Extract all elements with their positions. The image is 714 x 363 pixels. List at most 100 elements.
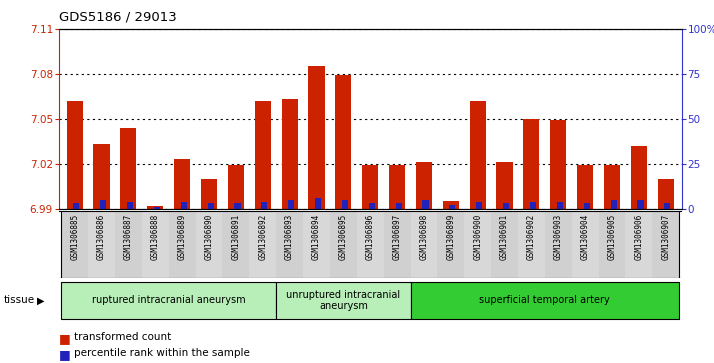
Text: GSM1306891: GSM1306891	[231, 214, 241, 260]
Bar	[169, 211, 196, 278]
Text: GSM1306888: GSM1306888	[151, 214, 160, 260]
Bar	[342, 200, 348, 209]
Bar	[276, 211, 303, 278]
Bar	[362, 165, 378, 209]
Bar	[625, 211, 653, 278]
Bar	[261, 201, 268, 209]
Bar	[476, 201, 483, 209]
Bar	[308, 66, 325, 209]
Bar	[396, 203, 402, 209]
Bar	[411, 211, 438, 278]
Bar	[577, 165, 593, 209]
Text: GSM1306886: GSM1306886	[97, 214, 106, 260]
Bar	[288, 200, 294, 209]
Bar	[315, 198, 321, 209]
Text: percentile rank within the sample: percentile rank within the sample	[74, 348, 249, 359]
Bar	[604, 165, 620, 209]
Text: ruptured intracranial aneurysm: ruptured intracranial aneurysm	[92, 295, 246, 305]
Bar	[658, 179, 674, 209]
Bar	[610, 200, 617, 209]
Bar	[228, 165, 244, 209]
Bar	[74, 203, 79, 209]
Bar	[201, 179, 217, 209]
Bar	[470, 101, 486, 209]
Bar	[100, 200, 106, 209]
Bar	[653, 211, 679, 278]
Bar	[545, 211, 572, 278]
Text: GSM1306885: GSM1306885	[70, 214, 79, 260]
Bar	[383, 211, 411, 278]
Bar	[181, 201, 187, 209]
Bar	[281, 99, 298, 209]
Text: ■: ■	[59, 332, 70, 345]
Bar	[336, 76, 351, 209]
Bar	[664, 203, 670, 209]
Bar	[121, 128, 136, 209]
Text: GSM1306901: GSM1306901	[500, 214, 509, 260]
Bar	[196, 211, 223, 278]
Text: GSM1306900: GSM1306900	[473, 214, 482, 260]
Bar	[523, 119, 540, 209]
Bar	[303, 211, 330, 278]
Bar	[491, 211, 518, 278]
Bar	[368, 203, 375, 209]
Text: GSM1306904: GSM1306904	[580, 214, 590, 260]
Text: GSM1306905: GSM1306905	[608, 214, 616, 260]
Text: ■: ■	[59, 348, 70, 362]
Text: transformed count: transformed count	[74, 332, 171, 342]
Text: GSM1306895: GSM1306895	[339, 214, 348, 260]
Bar	[255, 101, 271, 209]
Bar	[88, 211, 115, 278]
Text: tissue: tissue	[4, 295, 35, 305]
Text: GDS5186 / 29013: GDS5186 / 29013	[59, 11, 176, 24]
Text: superficial temporal artery: superficial temporal artery	[480, 295, 610, 305]
Text: GSM1306899: GSM1306899	[446, 214, 456, 260]
Bar	[208, 203, 213, 209]
Text: GSM1306893: GSM1306893	[285, 214, 294, 260]
Text: ▶: ▶	[37, 295, 45, 305]
Bar	[276, 282, 411, 319]
Bar	[115, 211, 142, 278]
Bar	[518, 211, 545, 278]
Text: GSM1306887: GSM1306887	[124, 214, 133, 260]
Bar	[66, 101, 83, 209]
Bar	[496, 162, 513, 209]
Bar	[389, 165, 405, 209]
Bar	[503, 203, 509, 209]
Text: GSM1306906: GSM1306906	[634, 214, 643, 260]
Text: GSM1306903: GSM1306903	[554, 214, 563, 260]
Bar	[174, 159, 190, 209]
Bar	[572, 211, 598, 278]
Bar	[234, 203, 241, 209]
Bar	[127, 201, 133, 209]
Bar	[61, 211, 88, 278]
Text: GSM1306897: GSM1306897	[393, 214, 401, 260]
Text: GSM1306896: GSM1306896	[366, 214, 375, 260]
Bar	[94, 144, 109, 209]
Bar	[557, 201, 563, 209]
Bar	[61, 282, 276, 319]
Bar	[223, 211, 249, 278]
Bar	[464, 211, 491, 278]
Text: GSM1306907: GSM1306907	[661, 214, 670, 260]
Bar	[147, 206, 164, 209]
Bar	[584, 203, 590, 209]
Bar	[631, 146, 647, 209]
Bar	[598, 211, 625, 278]
Bar	[423, 200, 428, 209]
Bar	[416, 162, 432, 209]
Bar	[357, 211, 383, 278]
Bar	[530, 201, 536, 209]
Text: GSM1306898: GSM1306898	[419, 214, 428, 260]
Text: GSM1306889: GSM1306889	[178, 214, 186, 260]
Text: GSM1306894: GSM1306894	[312, 214, 321, 260]
Text: GSM1306892: GSM1306892	[258, 214, 267, 260]
Text: GSM1306902: GSM1306902	[527, 214, 536, 260]
Bar	[550, 121, 566, 209]
Bar	[330, 211, 357, 278]
Text: GSM1306890: GSM1306890	[204, 214, 213, 260]
Bar	[443, 201, 459, 209]
Bar	[154, 207, 160, 209]
Bar	[249, 211, 276, 278]
Bar	[142, 211, 169, 278]
